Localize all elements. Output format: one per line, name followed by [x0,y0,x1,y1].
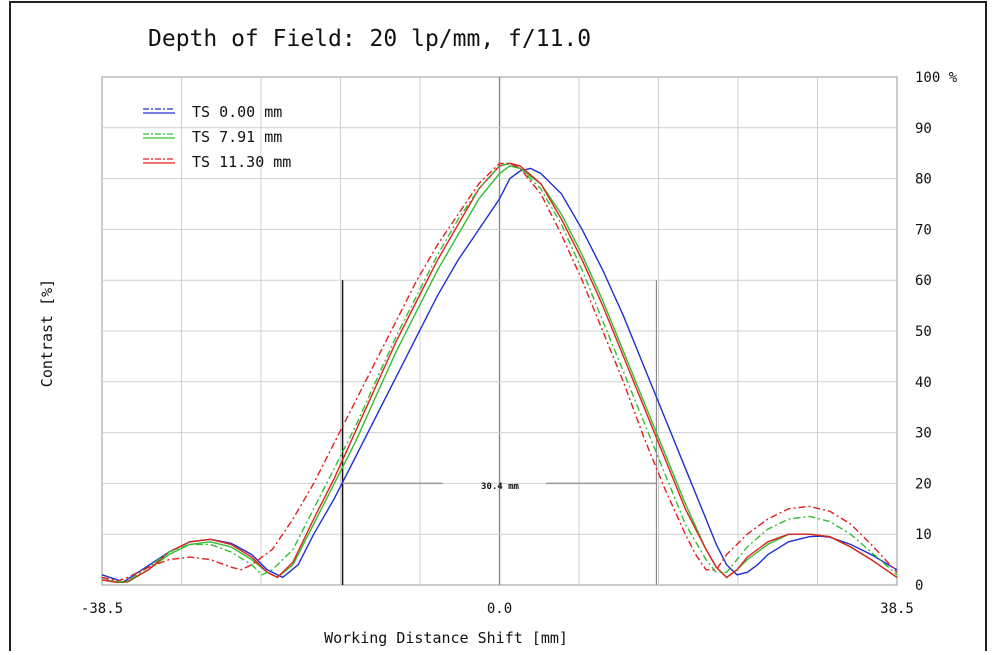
y-tick-label: 0 [915,578,923,594]
y-tick-label: 30 [915,426,932,442]
legend-label: TS 7.91 mm [192,128,282,146]
y-tick-label: 80 [915,172,932,188]
width-annotation: 30.4 mm [481,482,520,492]
y-tick-label: 90 [915,121,932,137]
y-tick-label: 10 [915,527,932,543]
x-tick-label: 0.0 [487,601,512,617]
chart-title: Depth of Field: 20 lp/mm, f/11.0 [148,26,591,52]
axes: 0 10 20 30 40 50 60 70 80 90 100 % -38.5 0.0 38.5 [81,70,958,617]
series-line-2 [101,165,898,583]
legend: TS 0.00 mm TS 7.91 mm TS 11.30 mm [143,103,291,171]
grid [102,77,897,585]
y-tick-label: 60 [915,273,932,289]
x-axis-label: Working Distance Shift [mm] [324,629,568,647]
legend-label: TS 0.00 mm [192,103,282,121]
y-tick-label: 70 [915,222,932,238]
y-axis-label: Contrast [%] [38,279,56,387]
legend-label: TS 11.30 mm [192,153,291,171]
series-layer [101,162,898,584]
x-tick-label: 38.5 [880,601,914,617]
y-tick-label: 40 [915,375,932,391]
x-tick-label: -38.5 [81,601,123,617]
series-line-5 [101,162,898,582]
series-line-4 [101,162,898,583]
depth-of-field-marker [341,280,658,585]
y-tick-label: 100 % [915,70,958,86]
y-tick-label: 20 [915,476,932,492]
y-tick-label: 50 [915,324,932,340]
series-line-1 [101,167,898,584]
